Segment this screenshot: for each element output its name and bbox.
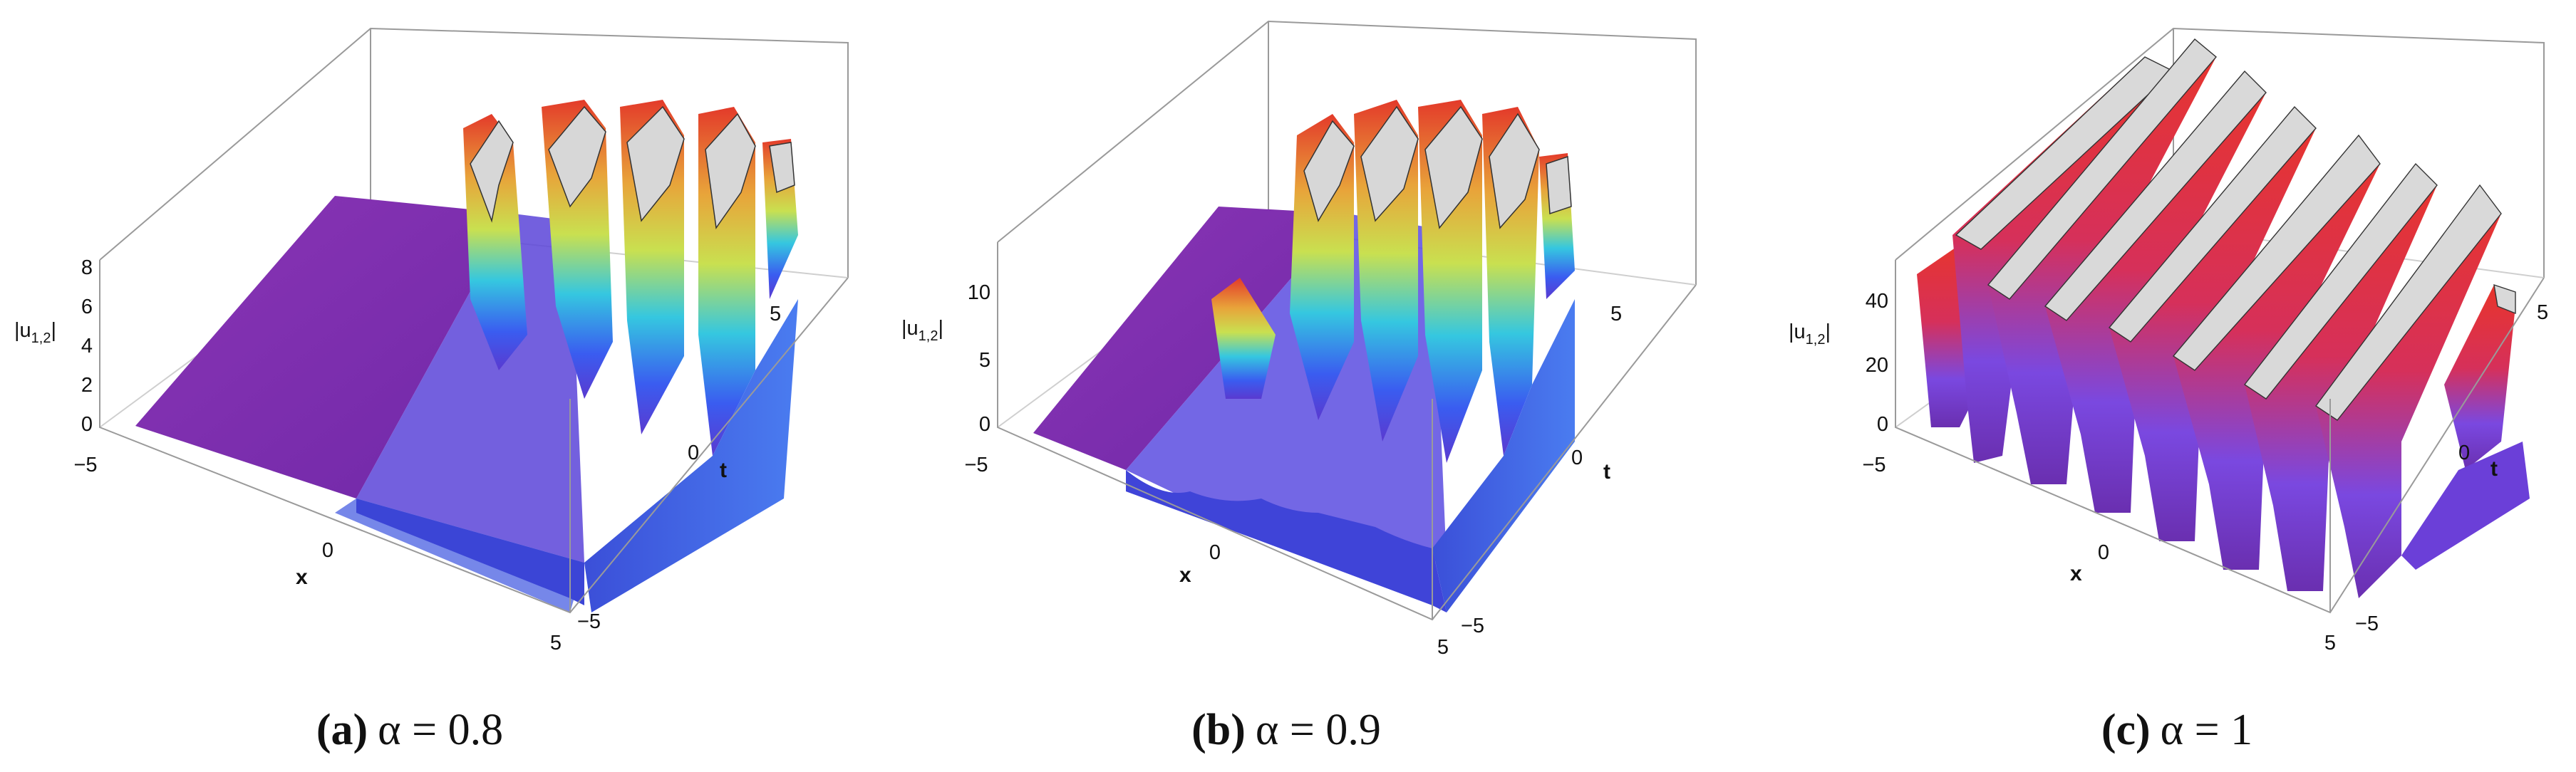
z-tick-label: 20 <box>1866 354 1888 377</box>
x-axis-label: x <box>1179 563 1191 587</box>
t-tick-label: −5 <box>1461 615 1484 637</box>
clipped-peaks <box>470 105 795 229</box>
clipped-peaks <box>1955 38 2516 421</box>
x-tick-label: 5 <box>550 632 562 654</box>
ridge-2 <box>1290 114 1354 420</box>
panel-caption: (c) α = 1 <box>2101 706 2252 754</box>
x-axis-label: x <box>296 565 308 589</box>
z-tick-label: 0 <box>1877 413 1888 436</box>
surface-front-edge <box>1126 470 1447 612</box>
x-tick-label: −5 <box>1862 454 1886 476</box>
t-ticks: 5 0 −5 <box>2355 301 2548 635</box>
plot-box-front <box>1895 260 2545 614</box>
surface-front-edge <box>356 499 584 605</box>
z-axis-label: |u1,2| <box>1789 320 1831 348</box>
z-tick-label: 40 <box>1866 290 1888 313</box>
t-tick-label: −5 <box>577 610 601 633</box>
z-axis-label: |u1,2| <box>901 317 943 344</box>
x-axis-label: x <box>2070 562 2082 585</box>
z-axis-label: |u1,2| <box>14 319 56 346</box>
panel-c: 40 20 0 |u1,2| −5 0 5 x 5 0 −5 t (c) α = … <box>1789 27 2548 754</box>
z-ticks: 40 20 0 <box>1866 290 1888 436</box>
caption-letter: (b) <box>1191 706 1246 754</box>
t-tick-label: 0 <box>2458 442 2470 464</box>
ridge-1 <box>1211 278 1276 399</box>
panel-caption: (a) α = 0.8 <box>316 706 503 754</box>
x-tick-label: −5 <box>964 454 988 476</box>
z-tick-label: 10 <box>968 281 990 304</box>
x-tick-label: 0 <box>2098 541 2109 564</box>
t-axis-label: t <box>2490 457 2498 481</box>
z-tick-label: 0 <box>81 413 93 436</box>
t-tick-label: 5 <box>2537 301 2548 324</box>
t-tick-label: −5 <box>2355 612 2379 635</box>
t-tick-label: 0 <box>688 442 699 464</box>
x-ticks: −5 0 5 <box>964 454 1449 659</box>
caption-condition: α = 0.8 <box>378 706 503 754</box>
x-tick-label: 5 <box>2324 632 2336 654</box>
t-ticks: 5 0 −5 <box>1461 303 1622 637</box>
t-tick-label: 5 <box>770 303 781 325</box>
z-tick-label: 4 <box>81 335 93 358</box>
ridge-wall <box>1432 299 1575 612</box>
z-ticks: 10 5 0 <box>968 281 990 436</box>
panel-b: 10 5 0 |u1,2| −5 0 5 x 5 0 −5 t (b) α = 0… <box>901 20 1697 754</box>
t-ticks: 5 0 −5 <box>577 303 781 633</box>
ridge-base <box>2401 442 2530 570</box>
x-tick-label: 5 <box>1437 636 1449 659</box>
panel-caption: (b) α = 0.9 <box>1191 706 1381 754</box>
x-ticks: −5 0 5 <box>1862 454 2336 654</box>
t-axis-label: t <box>1603 460 1610 484</box>
z-ticks: 8 6 4 2 0 <box>81 256 93 436</box>
caption-condition: α = 0.9 <box>1256 706 1381 754</box>
caption-letter: (c) <box>2101 706 2151 754</box>
x-tick-label: −5 <box>73 454 97 476</box>
z-tick-label: 6 <box>81 296 93 318</box>
caption-letter: (a) <box>316 706 368 754</box>
t-tick-label: 5 <box>1610 303 1622 325</box>
x-tick-label: 0 <box>322 539 333 562</box>
panel-a: 8 6 4 2 0 |u1,2| −5 0 5 x 5 0 −5 t (a) α … <box>14 27 849 754</box>
t-axis-label: t <box>720 459 727 482</box>
z-tick-label: 2 <box>81 374 93 397</box>
x-tick-label: 0 <box>1209 541 1221 564</box>
ridge-wall <box>584 299 798 612</box>
clipped-peaks <box>1303 105 1572 229</box>
z-tick-label: 8 <box>81 256 93 279</box>
ridge-8 <box>2316 185 2501 598</box>
x-ticks: −5 0 5 <box>73 454 562 654</box>
z-tick-label: 0 <box>979 413 990 436</box>
z-tick-label: 5 <box>979 349 990 372</box>
plot-box-front <box>99 260 849 614</box>
caption-condition: α = 1 <box>2161 706 2252 754</box>
t-tick-label: 0 <box>1571 447 1583 469</box>
plot-box-front <box>997 242 1697 621</box>
